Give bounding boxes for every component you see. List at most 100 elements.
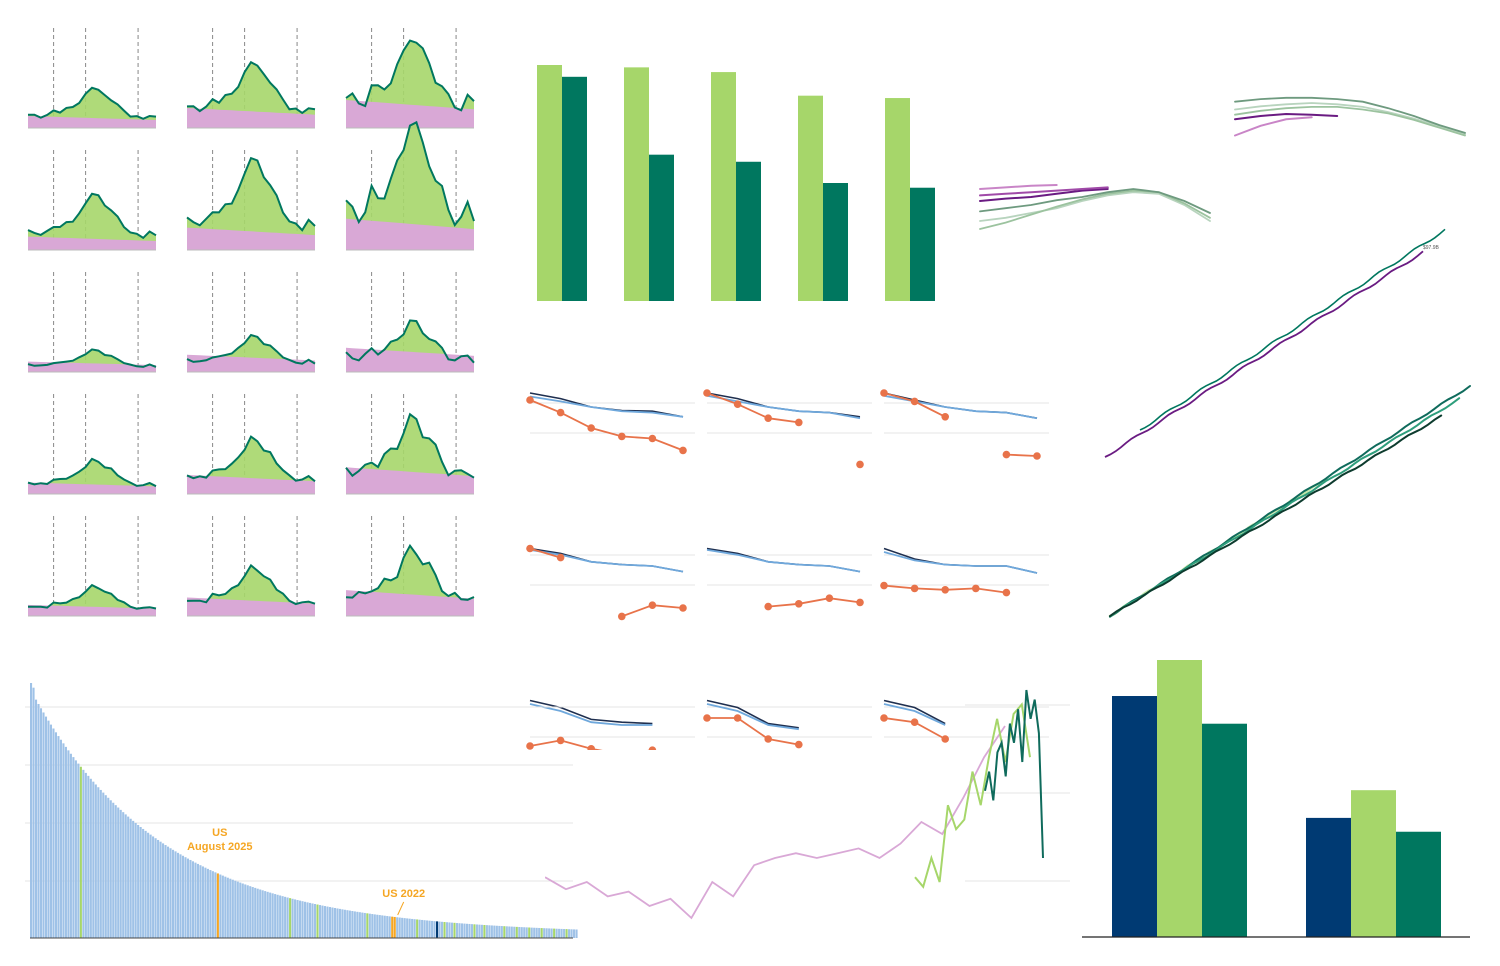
- ranked-bar: [448, 922, 451, 938]
- area-panel: [186, 28, 316, 129]
- ranked-bar: [42, 712, 45, 938]
- trajectory-line: [1234, 102, 1466, 136]
- ranked-bar: [109, 800, 112, 938]
- area-series-pink: [28, 116, 156, 128]
- ranked-bar: [371, 914, 374, 938]
- ranked-bar: [423, 920, 426, 938]
- bar: [537, 65, 562, 301]
- ranked-bar: [299, 900, 302, 938]
- ranked-bar: [391, 916, 394, 938]
- ranked-bar-chart: US August 2025 US 2022: [25, 683, 578, 939]
- ranked-bar: [59, 739, 62, 938]
- bar: [736, 161, 761, 301]
- area-outline: [186, 60, 316, 115]
- ranked-bar: [373, 914, 376, 938]
- series-dark-line: [706, 699, 799, 729]
- ranked-bar: [570, 929, 573, 938]
- series-blue-line: [706, 703, 799, 731]
- ranked-bar: [127, 816, 130, 938]
- ranked-bar: [124, 814, 127, 938]
- bar: [885, 98, 910, 301]
- area-series-pink: [28, 482, 156, 494]
- ranked-bar: [383, 915, 386, 938]
- ranked-bar: [445, 922, 449, 938]
- ranked-bar: [361, 912, 364, 938]
- ranked-bar: [279, 895, 282, 938]
- ranked-bar: [426, 920, 429, 938]
- ranked-bar: [179, 854, 182, 938]
- ranked-bar: [289, 898, 292, 938]
- ranked-bar: [266, 891, 269, 938]
- annotation-leader: [397, 901, 405, 916]
- bar: [1112, 696, 1157, 937]
- series-orange-line: [706, 392, 799, 424]
- area-panel: [186, 150, 316, 251]
- ranked-bar: [458, 923, 461, 938]
- ranked-bar: [308, 902, 312, 938]
- ranked-bar: [311, 903, 314, 938]
- ranked-bar: [540, 928, 543, 938]
- cumulative-line: [1139, 228, 1446, 431]
- data-point: [856, 598, 864, 607]
- ranked-bar: [219, 874, 222, 938]
- ranked-bar: [221, 875, 224, 938]
- ranked-bar: [234, 880, 237, 938]
- bar: [649, 154, 674, 301]
- area-outline: [186, 563, 316, 606]
- area-series-pink: [187, 354, 315, 372]
- ranked-bar: [149, 834, 152, 938]
- area-series-pink: [28, 361, 156, 372]
- annotation-label: US 2022: [382, 888, 425, 900]
- area-series-pink: [346, 467, 474, 494]
- bar: [798, 95, 823, 302]
- area-panel: [345, 272, 475, 373]
- ranked-bar: [244, 884, 247, 938]
- ranked-bar: [351, 911, 354, 938]
- ranked-bar: [142, 828, 145, 938]
- trajectory-line: [1234, 112, 1339, 121]
- ranked-bar: [500, 926, 503, 938]
- ranked-bar: [306, 902, 309, 938]
- ranked-bar: [473, 924, 476, 938]
- series-orange-line: [621, 604, 684, 618]
- bar: [823, 183, 848, 301]
- data-point: [556, 553, 565, 562]
- ranked-bar: [254, 887, 257, 938]
- series-dark-line: [883, 699, 946, 725]
- area-panel: [186, 516, 316, 617]
- ranked-bar: [573, 929, 576, 938]
- ranked-bar: [333, 907, 336, 938]
- area-outline: [345, 412, 475, 479]
- series-blue-line: [883, 551, 1038, 574]
- ranked-bar: [403, 918, 406, 938]
- ranked-bar: [338, 908, 341, 938]
- area-series-green: [28, 193, 156, 250]
- series-dark-line: [529, 699, 653, 725]
- ranked-bar: [214, 872, 217, 938]
- ranked-bar: [189, 859, 192, 938]
- ranked-bar: [568, 929, 571, 938]
- ranked-bar: [49, 724, 53, 938]
- ranked-bar: [251, 887, 254, 938]
- ranked-bar: [326, 906, 329, 938]
- ranked-bar: [167, 846, 170, 938]
- ranked-bar: [162, 843, 165, 938]
- trajectory-line: [979, 186, 1109, 197]
- ranked-bar: [388, 916, 391, 938]
- ranked-bar: [171, 849, 175, 938]
- area-panel: [27, 272, 157, 373]
- data-point: [618, 612, 626, 621]
- ranked-bar: [535, 927, 538, 938]
- ranked-bar: [89, 778, 92, 938]
- spike-line-chart: [545, 689, 1070, 920]
- ranked-bar: [97, 787, 100, 938]
- ranked-bar: [396, 917, 399, 938]
- cumulative-line: [1109, 385, 1471, 618]
- ranked-bar: [246, 885, 249, 938]
- ranked-bar: [398, 917, 401, 938]
- ranked-bar: [353, 911, 356, 938]
- area-series-green: [346, 122, 474, 250]
- ranked-bar: [498, 925, 501, 938]
- ranked-bar: [565, 929, 568, 938]
- ranked-bar: [94, 784, 97, 938]
